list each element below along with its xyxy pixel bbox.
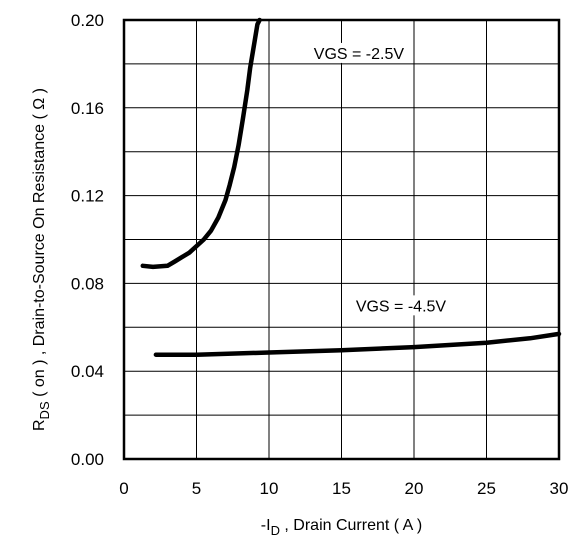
x-tick-label: 25	[477, 479, 496, 498]
y-tick-label: 0.00	[71, 450, 104, 469]
x-tick-label: 0	[119, 479, 128, 498]
series-group	[140, 17, 562, 357]
y-axis-label: RDS ( on ) , Drain-to-Source On Resistan…	[31, 88, 52, 431]
y-tick-label: 0.12	[71, 187, 104, 206]
series-annotation-1: VGS = -2.5V	[314, 46, 405, 63]
x-axis-label-rest: , Drain Current ( A )	[280, 517, 422, 534]
x-tick-label: 20	[405, 479, 424, 498]
y-axis-label-prefix: R	[31, 419, 48, 431]
y-tick-label: 0.16	[71, 99, 104, 118]
y-axis-label-subscript: DS	[37, 401, 52, 419]
series-line-1	[140, 17, 262, 270]
series-annotation-2: VGS = -4.5V	[356, 298, 447, 315]
x-tick-label: 15	[332, 479, 351, 498]
y-tick-label: 0.20	[71, 11, 104, 30]
grid-lines	[124, 20, 559, 459]
x-tick-label: 10	[260, 479, 279, 498]
annotation-background	[352, 295, 450, 316]
x-tick-labels: 0 5 10 15 20 25 30	[119, 479, 568, 498]
y-tick-label: 0.04	[71, 362, 104, 381]
x-axis-label-prefix: -I	[261, 517, 271, 534]
y-axis-label-rest: ( on ) , Drain-to-Source On Resistance (…	[31, 88, 48, 401]
annotation-background	[310, 42, 408, 63]
annotations: VGS = -2.5V VGS = -4.5V	[310, 42, 450, 316]
x-tick-label: 5	[192, 479, 201, 498]
series-line-2	[153, 331, 562, 357]
plot-frame	[122, 18, 561, 461]
y-tick-label: 0.08	[71, 274, 104, 293]
x-axis-label-subscript: D	[271, 523, 280, 538]
x-axis-label: -ID , Drain Current ( A )	[261, 517, 422, 538]
x-tick-label: 30	[550, 479, 569, 498]
y-tick-labels: 0.00 0.04 0.08 0.12 0.16 0.20	[71, 11, 104, 469]
